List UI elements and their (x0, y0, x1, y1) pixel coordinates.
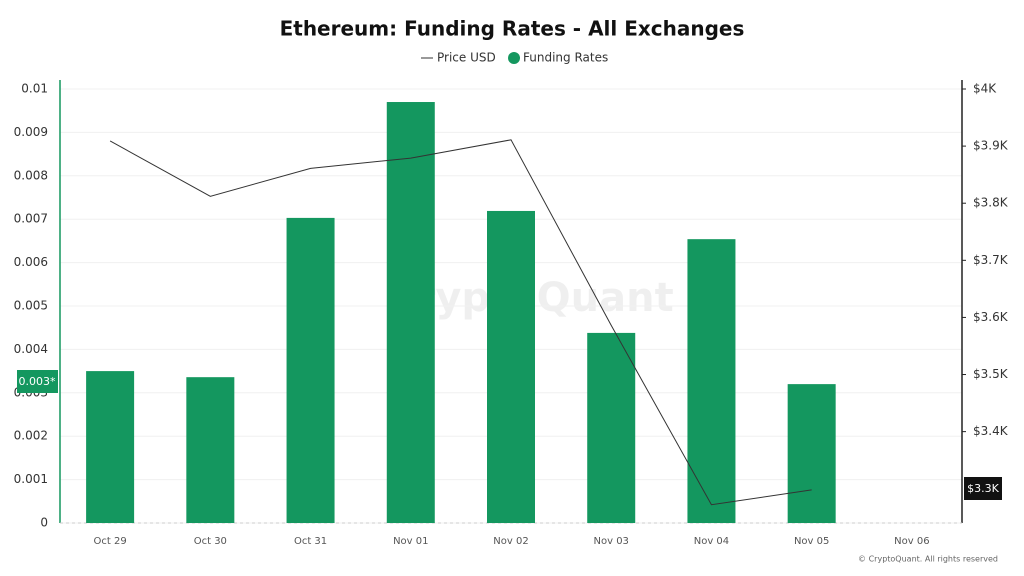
chart-title: Ethereum: Funding Rates - All Exchanges (280, 17, 745, 41)
x-tick-label: Oct 30 (194, 536, 227, 547)
x-tick-label: Nov 01 (393, 536, 428, 547)
bar (286, 217, 335, 523)
legend-label[interactable]: Funding Rates (523, 51, 608, 65)
y-tick-label: 0.007 (14, 212, 48, 226)
legend-dot-swatch (508, 52, 520, 64)
y2-tick-label: $3.8K (973, 196, 1009, 210)
y-tick-label: 0 (40, 516, 48, 530)
y-tick-label: 0.001 (14, 472, 48, 486)
x-tick-label: Oct 31 (294, 536, 327, 547)
bar (687, 239, 736, 523)
last-value-badge (17, 370, 58, 393)
y-tick-label: 0.006 (14, 255, 48, 269)
y-tick-label: 0.008 (14, 168, 48, 182)
bar (386, 102, 435, 524)
last-price-label: $3.3K (967, 482, 999, 495)
last-value-label: 0.003* (19, 375, 56, 388)
x-tick-label: Nov 04 (694, 536, 729, 547)
y2-tick-label: $3.5K (973, 367, 1009, 381)
x-tick-label: Nov 03 (594, 536, 629, 547)
y-tick-label: 0.005 (14, 299, 48, 313)
y2-tick-label: $3.6K (973, 310, 1009, 324)
bar (487, 210, 535, 524)
bar (186, 377, 235, 523)
bar (787, 384, 836, 523)
y2-tick-label: $3.9K (973, 139, 1009, 153)
y-tick-label: 0.009 (14, 125, 48, 139)
bar (587, 332, 636, 523)
x-tick-label: Nov 05 (794, 536, 829, 547)
footer: © CryptoQuant. All rights reserved (858, 555, 998, 564)
x-tick-label: Nov 06 (894, 536, 929, 547)
y-tick-label: 0.002 (14, 429, 48, 443)
y-tick-label: 0.004 (14, 342, 48, 356)
y2-tick-label: $4K (973, 82, 997, 96)
x-tick-label: Oct 29 (94, 536, 127, 547)
x-tick-label: Nov 02 (493, 536, 528, 547)
bar (86, 371, 135, 523)
y2-tick-label: $3.4K (973, 424, 1009, 438)
legend-label[interactable]: Price USD (437, 51, 496, 65)
last-price-badge (964, 477, 1002, 500)
y-tick-label: 0.01 (21, 82, 48, 96)
price-line (109, 139, 812, 506)
y2-tick-label: $3.7K (973, 253, 1009, 267)
